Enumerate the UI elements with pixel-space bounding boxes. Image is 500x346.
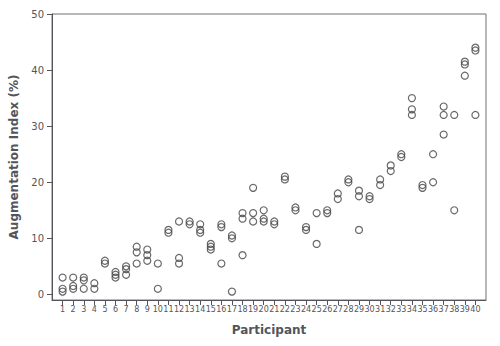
svg-text:6: 6 — [113, 305, 118, 314]
svg-text:21: 21 — [269, 305, 279, 314]
svg-text:7: 7 — [124, 305, 129, 314]
svg-text:4: 4 — [92, 305, 97, 314]
svg-text:2: 2 — [71, 305, 76, 314]
svg-text:Augmentation Index (%): Augmentation Index (%) — [7, 75, 21, 240]
svg-text:1: 1 — [60, 305, 65, 314]
svg-text:29: 29 — [354, 305, 364, 314]
svg-text:33: 33 — [396, 305, 406, 314]
svg-text:17: 17 — [227, 305, 237, 314]
svg-text:8: 8 — [134, 305, 139, 314]
svg-text:18: 18 — [237, 305, 247, 314]
svg-text:10: 10 — [31, 233, 44, 244]
svg-text:16: 16 — [216, 305, 226, 314]
svg-text:38: 38 — [449, 305, 459, 314]
svg-text:11: 11 — [163, 305, 173, 314]
svg-text:0: 0 — [38, 289, 44, 300]
svg-text:12: 12 — [174, 305, 184, 314]
svg-text:5: 5 — [102, 305, 107, 314]
svg-text:35: 35 — [417, 305, 427, 314]
svg-text:20: 20 — [259, 305, 269, 314]
svg-text:15: 15 — [206, 305, 216, 314]
svg-text:25: 25 — [312, 305, 322, 314]
svg-text:10: 10 — [153, 305, 163, 314]
svg-text:13: 13 — [185, 305, 195, 314]
svg-text:34: 34 — [407, 305, 417, 314]
svg-text:Participant: Participant — [232, 323, 307, 337]
svg-text:23: 23 — [290, 305, 300, 314]
svg-text:20: 20 — [31, 177, 44, 188]
svg-text:40: 40 — [470, 305, 480, 314]
svg-text:31: 31 — [375, 305, 385, 314]
svg-text:3: 3 — [81, 305, 86, 314]
svg-text:28: 28 — [343, 305, 353, 314]
svg-text:40: 40 — [31, 65, 44, 76]
svg-text:26: 26 — [322, 305, 332, 314]
svg-text:22: 22 — [280, 305, 290, 314]
svg-text:19: 19 — [248, 305, 258, 314]
svg-text:36: 36 — [428, 305, 438, 314]
svg-text:14: 14 — [195, 305, 205, 314]
svg-text:9: 9 — [145, 305, 150, 314]
svg-text:50: 50 — [31, 9, 44, 20]
svg-text:24: 24 — [301, 305, 311, 314]
svg-text:39: 39 — [460, 305, 470, 314]
svg-text:30: 30 — [31, 121, 44, 132]
svg-text:32: 32 — [386, 305, 396, 314]
svg-text:30: 30 — [364, 305, 374, 314]
svg-text:37: 37 — [439, 305, 449, 314]
svg-text:27: 27 — [333, 305, 343, 314]
